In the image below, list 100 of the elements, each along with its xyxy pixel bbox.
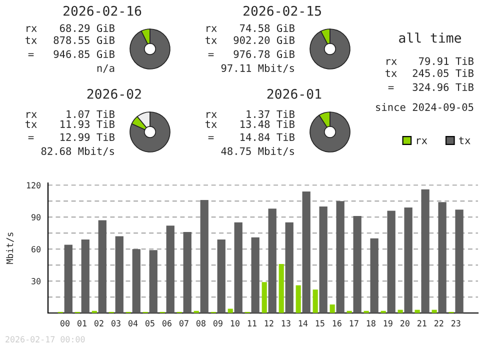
- donut-slice: [310, 112, 350, 152]
- bar: [455, 210, 464, 313]
- text: 97.11 Mbit/s: [221, 64, 294, 73]
- bar: [421, 189, 430, 313]
- donut-slice: [130, 28, 170, 70]
- text: rx: [26, 26, 37, 32]
- x-tick-label: 09: [213, 320, 222, 326]
- bar: [336, 201, 344, 313]
- y-tick-label: 90: [32, 214, 41, 220]
- bar: [166, 226, 174, 313]
- x-tick-label: 14: [298, 320, 308, 326]
- text: tx: [25, 36, 37, 44]
- text: =: [208, 136, 214, 140]
- bar: [251, 237, 260, 313]
- text: 14.84 TiB: [240, 133, 295, 142]
- y-axis-title: Mbit/s: [6, 232, 14, 264]
- bar: [200, 200, 208, 313]
- y-tick-label: 60: [32, 246, 41, 252]
- donut-slice: [130, 112, 170, 152]
- donut-slice: [310, 28, 350, 70]
- bar: [183, 232, 192, 313]
- bar: [438, 202, 446, 313]
- text: 976.78 GiB: [234, 50, 295, 58]
- bar: [414, 310, 420, 313]
- bar: [319, 206, 328, 313]
- x-tick-label: 06: [162, 320, 172, 326]
- y-tick-label: 120: [27, 182, 41, 188]
- x-tick-label: 02: [94, 320, 104, 326]
- bar: [268, 208, 276, 313]
- text: 324.96 TiB: [412, 83, 474, 92]
- bar: [64, 244, 72, 313]
- text: since 2024-09-05: [376, 103, 474, 112]
- bar: [228, 308, 233, 313]
- legend-label: tx: [459, 136, 470, 144]
- x-tick-label: 15: [316, 320, 324, 326]
- text: 11.93 TiB: [60, 120, 115, 128]
- text: tx: [385, 70, 397, 77]
- x-tick-label: 19: [384, 320, 392, 326]
- text: 1.37 TiB: [246, 110, 295, 118]
- x-tick-label: 23: [452, 320, 460, 326]
- text: tx: [205, 120, 217, 128]
- bar: [132, 249, 140, 313]
- text: =: [28, 136, 34, 140]
- x-tick-label: 07: [179, 320, 188, 326]
- bar: [312, 290, 318, 313]
- x-tick-label: 17: [350, 320, 358, 326]
- text: =: [388, 86, 394, 90]
- text: 1.07 TiB: [66, 110, 115, 118]
- bar: [432, 310, 437, 313]
- text: rx: [206, 26, 217, 32]
- text: 74.58 GiB: [240, 24, 295, 32]
- bar: [262, 282, 267, 313]
- chart-title: 2026-01: [267, 88, 322, 99]
- text: 902.20 GiB: [234, 36, 295, 44]
- text: rx: [26, 112, 37, 118]
- bar: [387, 210, 396, 313]
- chart-title: 2026-02-15: [244, 6, 321, 16]
- bar: [370, 238, 378, 313]
- x-tick-label: 16: [332, 320, 342, 326]
- x-tick-label: 18: [366, 320, 376, 326]
- x-tick-label: 10: [230, 320, 240, 326]
- x-tick-label: 03: [112, 320, 120, 326]
- x-tick-label: 20: [400, 320, 410, 326]
- y-tick-label: 30: [32, 278, 41, 284]
- bar: [217, 239, 226, 313]
- chart-title: 2026-02: [87, 88, 141, 99]
- bar: [81, 239, 90, 313]
- text: 68.29 GiB: [60, 24, 115, 32]
- chart-title: 2026-02-16: [64, 6, 142, 16]
- text: =: [28, 53, 34, 56]
- x-tick-label: 01: [78, 320, 86, 326]
- text: rx: [386, 59, 397, 65]
- text: tx: [205, 36, 217, 44]
- x-tick-label: 08: [196, 320, 206, 326]
- bar: [302, 192, 310, 313]
- text: all time: [399, 32, 461, 43]
- text: n/a: [97, 64, 114, 73]
- x-tick-label: 05: [146, 320, 154, 326]
- text: 946.85 GiB: [54, 50, 115, 58]
- bar: [115, 236, 124, 313]
- x-tick-label: 04: [128, 320, 138, 326]
- text: 79.91 TiB: [419, 57, 474, 66]
- text: 48.75 Mbit/s: [221, 147, 294, 156]
- bar: [278, 264, 284, 313]
- text: 12.99 TiB: [60, 133, 115, 142]
- bar: [234, 222, 242, 313]
- x-tick-label: 00: [60, 320, 70, 326]
- x-tick-label: 11: [248, 320, 256, 326]
- x-tick-label: 13: [282, 320, 290, 326]
- bar: [398, 310, 403, 313]
- text: 82.68 Mbit/s: [41, 147, 114, 156]
- x-tick-label: 21: [418, 320, 426, 326]
- x-tick-label: 12: [264, 320, 274, 326]
- bar: [353, 216, 362, 313]
- text: tx: [25, 120, 37, 128]
- legend-label: rx: [416, 138, 428, 144]
- bar: [149, 250, 158, 313]
- text: 13.48 TiB: [240, 120, 295, 128]
- bar: [285, 222, 294, 313]
- text: =: [208, 53, 214, 56]
